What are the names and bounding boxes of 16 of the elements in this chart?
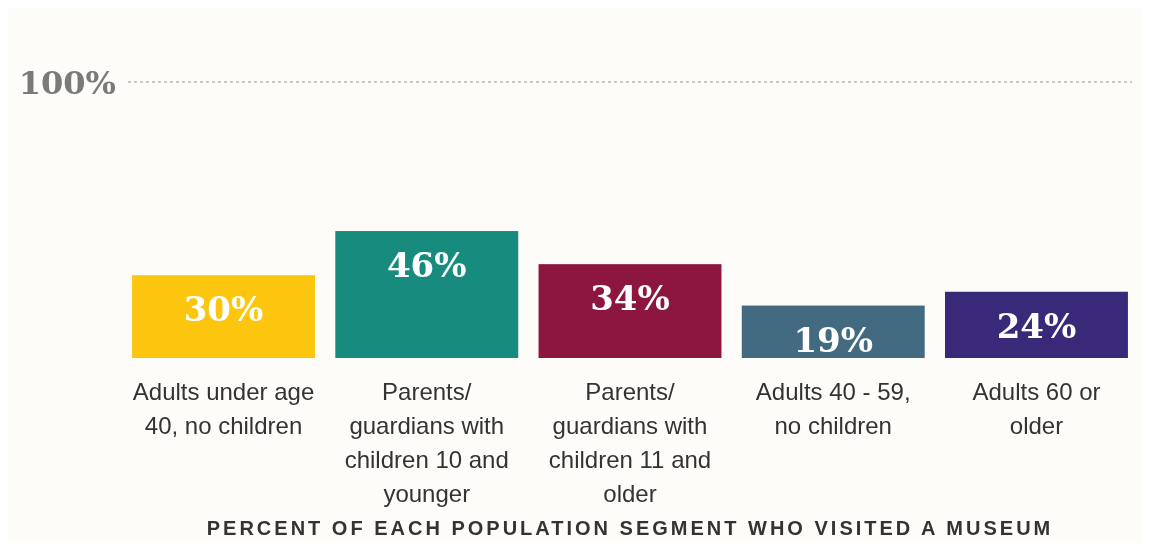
bar xyxy=(132,275,315,358)
ref-line-label: 100% xyxy=(18,64,116,102)
x-axis-title: PERCENT OF EACH POPULATION SEGMENT WHO VISITED A MUSEUM xyxy=(206,517,1054,539)
x-tick-label: Adults under age 40, no children xyxy=(132,378,315,439)
data-label: 19% xyxy=(793,319,874,360)
x-tick-label: Adults 40 - 59, no children xyxy=(755,378,911,439)
x-tick-label: Adults 60 or older xyxy=(972,378,1101,439)
bar xyxy=(945,291,1128,358)
data-label: 24% xyxy=(996,305,1077,346)
data-label: 34% xyxy=(590,278,670,319)
x-tick-label: Parents/ guardians with children 11 and older xyxy=(548,378,712,507)
data-label: 30% xyxy=(183,289,264,330)
data-label: 46% xyxy=(386,245,467,286)
bar xyxy=(538,264,722,358)
bar xyxy=(335,231,519,358)
x-tick-label: Parents/ guardians with children 10 and younger xyxy=(344,378,509,507)
